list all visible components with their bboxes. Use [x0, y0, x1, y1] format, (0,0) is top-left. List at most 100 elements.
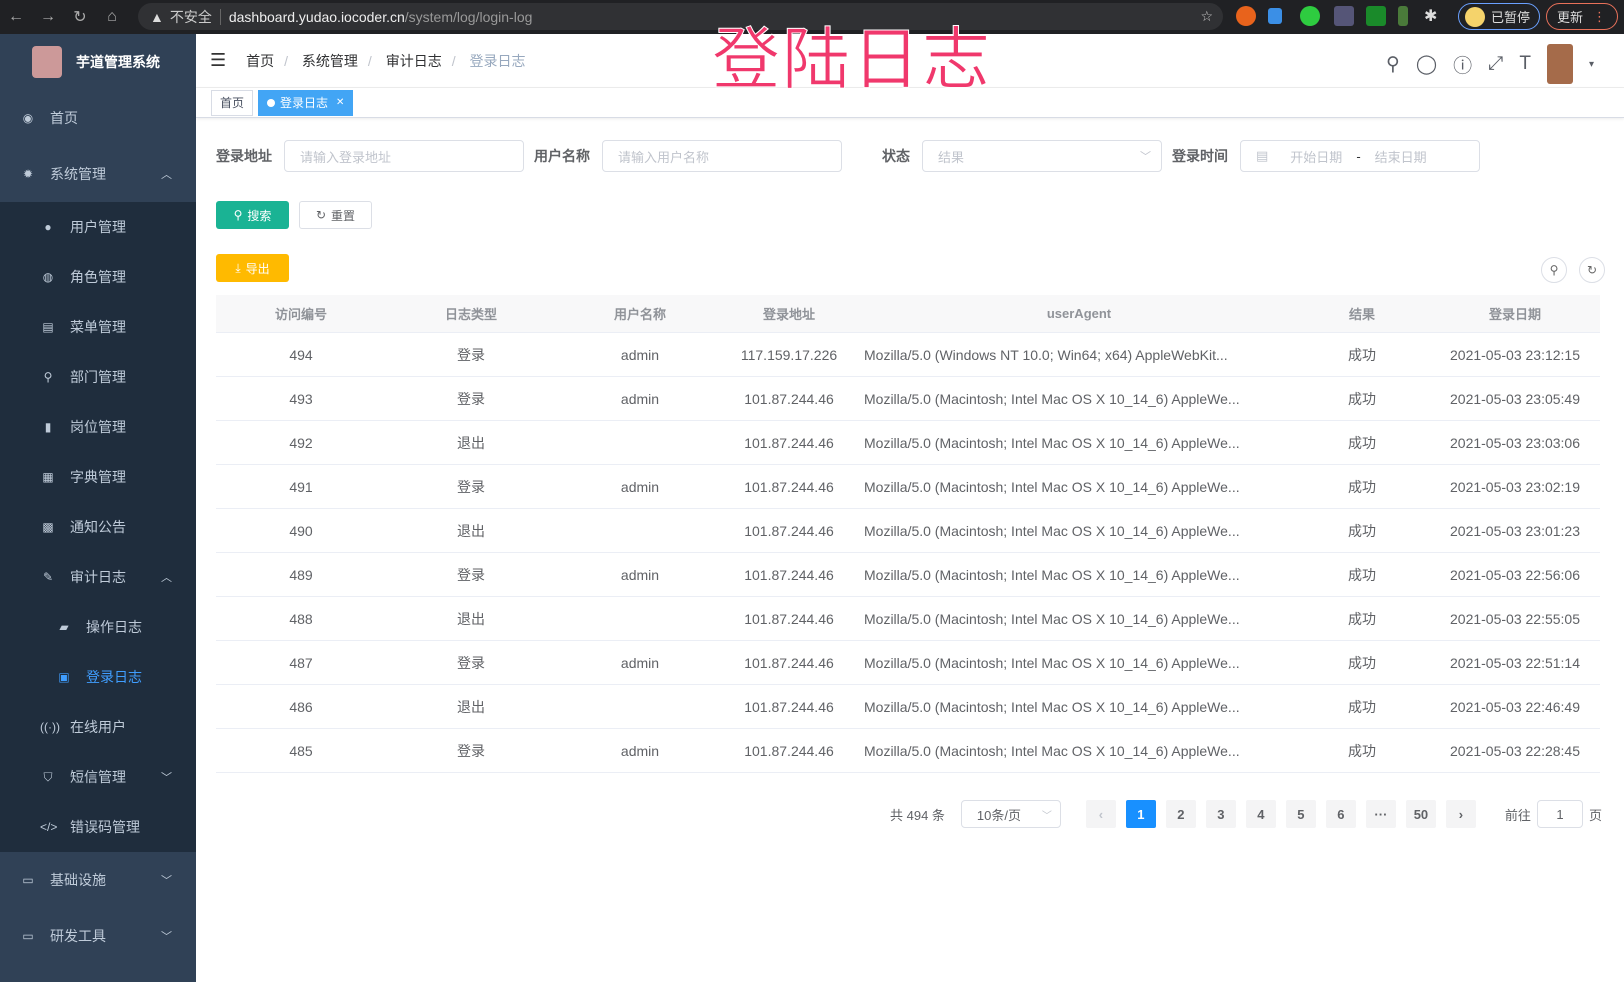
- next-page-button[interactable]: ›: [1445, 800, 1476, 828]
- help-icon[interactable]: ⓘ: [1453, 55, 1473, 77]
- refresh-button[interactable]: ↻: [1579, 257, 1605, 283]
- font-size-icon[interactable]: T: [1519, 53, 1531, 74]
- tag-login-log[interactable]: 登录日志 ✕: [258, 89, 354, 116]
- sidebar-item-login-log[interactable]: ▣ 登录日志: [0, 652, 196, 702]
- forward-icon[interactable]: →: [40, 8, 56, 25]
- close-icon[interactable]: ✕: [336, 97, 345, 108]
- home-icon[interactable]: ⌂: [107, 8, 117, 25]
- fullscreen-icon[interactable]: ⤢: [1488, 53, 1504, 74]
- sidebar-item-label: 短信管理: [70, 769, 126, 785]
- username-input[interactable]: 请输入用户名称: [602, 140, 842, 172]
- search-icon[interactable]: ⚲: [1385, 53, 1400, 75]
- status-select[interactable]: 结果 ﹀: [922, 140, 1162, 172]
- tags-view: 首页 登录日志 ✕: [196, 88, 1624, 118]
- sidebar-item-dept[interactable]: ⚲ 部门管理: [0, 352, 196, 402]
- breadcrumb-sep: /: [367, 52, 372, 69]
- page-button[interactable]: 3: [1205, 800, 1236, 828]
- logininfor-icon: ▣: [58, 670, 70, 684]
- sidebar-item-audit[interactable]: ✎ 审计日志 ︿: [0, 552, 196, 602]
- puzzle-icon[interactable]: ✱: [1424, 8, 1438, 25]
- tag-home[interactable]: 首页: [211, 89, 254, 116]
- sidebar-item-operate-log[interactable]: ▰ 操作日志: [0, 602, 196, 652]
- address-input[interactable]: 请输入登录地址: [284, 140, 524, 172]
- placeholder: 请输入登录地址: [300, 149, 392, 165]
- page-button[interactable]: 1: [1125, 800, 1156, 828]
- table-cell: 493: [289, 390, 313, 407]
- table-row[interactable]: 486 退出 101.87.244.46 Mozilla/5.0 (Macintosh…: [216, 685, 1600, 729]
- date-range-picker[interactable]: ▤ 开始日期 - 结束日期: [1240, 140, 1480, 172]
- github-icon[interactable]: ◯: [1415, 53, 1438, 75]
- sidebar-item-home[interactable]: ◉ 首页: [0, 90, 196, 146]
- extension-icon[interactable]: [1268, 8, 1282, 24]
- table-cell: 登录: [457, 566, 485, 583]
- page-unit: 页: [1588, 807, 1602, 823]
- breadcrumb-item[interactable]: 审计日志: [385, 52, 442, 69]
- page-button[interactable]: 50: [1405, 800, 1436, 828]
- table-row[interactable]: 489 登录 admin 101.87.244.46 Mozilla/5.0 (Maci…: [216, 553, 1600, 597]
- breadcrumb-item[interactable]: 首页: [246, 52, 275, 69]
- table-row[interactable]: 492 退出 101.87.244.46 Mozilla/5.0 (Macintosh…: [216, 421, 1600, 465]
- sidebar-item-label: 用户管理: [70, 219, 126, 235]
- table-row[interactable]: 491 登录 admin 101.87.244.46 Mozilla/5.0 (Maci…: [216, 465, 1600, 509]
- sidebar-item-label: 研发工具: [50, 928, 106, 944]
- table-row[interactable]: 493 登录 admin 101.87.244.46 Mozilla/5.0 (Maci…: [216, 377, 1600, 421]
- table-row[interactable]: 487 登录 admin 101.87.244.46 Mozilla/5.0 (Maci…: [216, 641, 1600, 685]
- sidebar-item-role[interactable]: ◍ 角色管理: [0, 252, 196, 302]
- sidebar-item-tool[interactable]: ▭ 研发工具 ﹀: [0, 908, 196, 964]
- table-cell: 成功: [1348, 566, 1376, 583]
- reset-button[interactable]: ↻ 重置: [299, 201, 372, 229]
- edit-icon: ✎: [42, 570, 54, 584]
- avatar[interactable]: [1546, 44, 1573, 84]
- extension-icon[interactable]: [1300, 6, 1320, 26]
- column-header: 结果: [1348, 307, 1375, 322]
- table-cell: 2021-05-03 22:56:06: [1450, 566, 1580, 583]
- table-row[interactable]: 494 登录 admin 117.159.17.226 Mozilla/5.0 (Win…: [216, 333, 1600, 377]
- placeholder: 结果: [938, 149, 965, 165]
- back-icon[interactable]: ←: [8, 8, 24, 25]
- sidebar-item-menu[interactable]: ▤ 菜单管理: [0, 302, 196, 352]
- search-button[interactable]: ⚲ 搜索: [216, 201, 289, 229]
- breadcrumb-sep: /: [284, 52, 289, 69]
- hamburger-icon[interactable]: ☰: [210, 50, 227, 70]
- page-button[interactable]: 5: [1285, 800, 1316, 828]
- sidebar-item-user[interactable]: ● 用户管理: [0, 202, 196, 252]
- toggle-search-button[interactable]: ⚲: [1541, 257, 1567, 283]
- extension-icon[interactable]: [1334, 6, 1354, 26]
- sidebar-item-sms[interactable]: ⛉ 短信管理 ﹀: [0, 752, 196, 802]
- sidebar-item-infra[interactable]: ▭ 基础设施 ﹀: [0, 852, 196, 908]
- reload-icon[interactable]: ↻: [73, 9, 87, 26]
- tree-icon: ⚲: [43, 370, 53, 384]
- table-row[interactable]: 488 退出 101.87.244.46 Mozilla/5.0 (Macintosh…: [216, 597, 1600, 641]
- table-cell: 2021-05-03 23:01:23: [1450, 522, 1580, 539]
- user-icon: ●: [44, 220, 52, 234]
- sidebar-item-post[interactable]: ▮ 岗位管理: [0, 402, 196, 452]
- sidebar-item-notice[interactable]: ▩ 通知公告: [0, 502, 196, 552]
- chevron-down-icon: ﹀: [1140, 151, 1151, 163]
- prev-page-button[interactable]: ‹: [1085, 800, 1116, 828]
- sidebar-item-error-code[interactable]: </> 错误码管理: [0, 802, 196, 852]
- table-row[interactable]: 485 登录 admin 101.87.244.46 Mozilla/5.0 (Maci…: [216, 729, 1600, 773]
- caret-down-icon[interactable]: ▾: [1588, 58, 1594, 70]
- page-button[interactable]: 2: [1165, 800, 1196, 828]
- more-pages-button[interactable]: ···: [1365, 800, 1396, 828]
- page-button[interactable]: 4: [1245, 800, 1276, 828]
- page-button[interactable]: 6: [1325, 800, 1356, 828]
- bookmark-star-icon[interactable]: ☆: [1200, 8, 1213, 24]
- sidebar-logo[interactable]: 芋道管理系统: [0, 34, 196, 90]
- extension-icon[interactable]: [1398, 6, 1408, 26]
- sidebar-item-system[interactable]: ✹ 系统管理 ︿: [0, 146, 196, 202]
- address-bar[interactable]: ▲ 不安全 dashboard.yudao.iocoder.cn/system/…: [138, 3, 1223, 30]
- extension-icon[interactable]: [1366, 6, 1386, 26]
- export-button[interactable]: ⤓ 导出: [216, 254, 289, 282]
- update-button[interactable]: 更新 ⋮: [1546, 3, 1618, 30]
- menu-icon: ▤: [42, 320, 54, 334]
- goto-page-input[interactable]: 1: [1536, 800, 1583, 828]
- table-row[interactable]: 490 退出 101.87.244.46 Mozilla/5.0 (Macintosh…: [216, 509, 1600, 553]
- extension-icon[interactable]: [1236, 6, 1256, 26]
- table-cell: 101.87.244.46: [744, 390, 834, 407]
- sidebar-item-dict[interactable]: ▦ 字典管理: [0, 452, 196, 502]
- sidebar-item-online[interactable]: ((·)) 在线用户: [0, 702, 196, 752]
- breadcrumb-item[interactable]: 系统管理: [301, 52, 358, 69]
- page-size-select[interactable]: 10条/页 ﹀: [960, 800, 1061, 828]
- profile-button[interactable]: 已暂停: [1458, 3, 1540, 30]
